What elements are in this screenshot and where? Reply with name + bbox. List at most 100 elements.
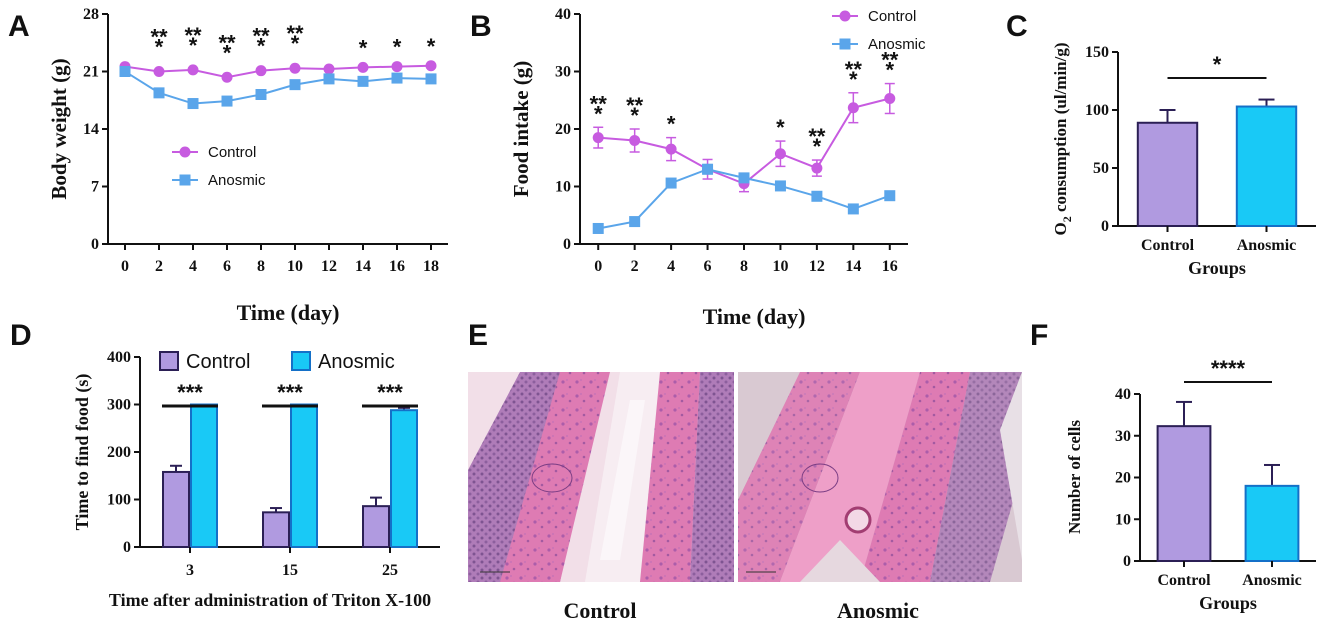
chart-a-control-point (425, 60, 437, 72)
panel-label-f: F (1030, 319, 1048, 352)
chart-b-x-tick-label: 6 (704, 258, 712, 275)
chart-c-y-tick-label: 150 (1085, 44, 1109, 61)
chart-b-x-tick-label: 10 (772, 258, 788, 275)
chart-b-anosmic-point (847, 203, 859, 215)
chart-a-y-tick-label: 28 (83, 6, 99, 23)
chart-f-x-axis-label: Groups (1199, 593, 1257, 613)
chart-b-significance-label: * (667, 112, 676, 137)
chart-b-x-tick-label: 2 (631, 258, 639, 275)
chart-a-significance-label: ** (184, 23, 202, 48)
chart-a-x-axis-label: Time (day) (237, 300, 340, 325)
chart-b-legend-label: Anosmic (868, 36, 926, 53)
chart-d-bar-control-3 (162, 470, 190, 549)
chart-f-y-axis-label: Number of cells (1065, 420, 1084, 534)
chart-f-x-tick-label: Control (1157, 572, 1211, 589)
chart-a-anosmic-point (357, 75, 369, 87)
chart-a-significance-label: * (189, 33, 198, 58)
chart-a-anosmic-point (289, 79, 301, 91)
chart-a-significance-label: * (257, 34, 266, 59)
chart-b-food-intake: 0 10 20 30 40 0 2 4 6 8 10 12 14 16 Time (day) Food int… (509, 6, 926, 329)
chart-f-number-of-cells: 0 10 20 30 40 Control Anosmic Groups **** Number … (1065, 356, 1316, 613)
chart-a-significance-label: * (427, 34, 436, 59)
chart-f-y-tick-label: 20 (1115, 470, 1131, 487)
panel-label-e: E (468, 319, 488, 352)
chart-b-x-tick-label: 14 (845, 258, 861, 275)
chart-b-control-point (592, 132, 604, 144)
chart-d-x-tick-label: 3 (186, 562, 194, 579)
chart-d-y-tick-label: 0 (123, 539, 131, 556)
chart-b-significance-label: ** (881, 48, 899, 73)
chart-d-legend-label: Anosmic (318, 351, 395, 373)
chart-a-legend-label: Anosmic (208, 172, 266, 189)
chart-b-anosmic-point (665, 177, 677, 189)
chart-d-significance-label: *** (177, 380, 203, 405)
chart-a-x-tick-label: 16 (389, 258, 405, 275)
chart-a-control-point (391, 61, 403, 73)
chart-a-control-point (289, 62, 301, 74)
chart-b-anosmic-point (629, 216, 641, 228)
chart-c-x-tick-label: Anosmic (1237, 237, 1297, 254)
chart-a-x-tick-label: 0 (121, 258, 129, 275)
chart-f-y-tick-label: 40 (1115, 386, 1131, 403)
chart-a-y-tick-label: 14 (83, 121, 99, 138)
panel-label-d: D (10, 319, 32, 352)
chart-b-x-tick-label: 8 (740, 258, 748, 275)
chart-d-time-to-find-food: 0 100 200 300 400 3 *** 15 *** 25 *** Time after ad… (72, 349, 440, 610)
chart-b-legend-point (839, 38, 851, 50)
chart-b-y-tick-label: 10 (555, 179, 571, 196)
chart-c-y-tick-label: 0 (1101, 218, 1109, 235)
chart-b-control-point (665, 143, 677, 155)
chart-c-bar-anosmic (1235, 105, 1298, 227)
chart-b-legend-point (839, 10, 851, 22)
chart-f-x-tick-label: Anosmic (1242, 572, 1302, 589)
chart-b-legend-label: Control (868, 8, 916, 25)
chart-b-significance-label: ** (590, 91, 608, 116)
chart-b-control-point (629, 135, 641, 146)
chart-b-significance-label: ** (626, 93, 644, 118)
chart-b-anosmic-point (702, 163, 714, 175)
chart-a-significance-label: * (359, 35, 368, 60)
chart-a-series-line-control (124, 64, 432, 79)
chart-b-control-point (774, 148, 786, 160)
chart-d-bar-control-15 (262, 511, 290, 549)
chart-a-series-line-anosmic (124, 70, 432, 105)
chart-d-bar-control-25 (362, 505, 390, 548)
chart-a-legend-point (179, 146, 191, 158)
chart-a-significance-label: ** (218, 30, 236, 55)
chart-a-significance-label: ** (252, 24, 270, 49)
histology-image-control (468, 372, 734, 582)
chart-d-legend-label: Control (186, 351, 250, 373)
chart-a-control-point (357, 61, 369, 73)
chart-d-significance-label: *** (377, 380, 403, 405)
chart-a-control-point (323, 63, 335, 75)
chart-f-y-tick-label: 10 (1115, 511, 1131, 528)
chart-a-y-tick-label: 7 (91, 179, 99, 196)
chart-a-y-axis-label: Body weight (g) (47, 58, 71, 199)
chart-d-y-tick-label: 400 (107, 349, 131, 366)
chart-f-significance-label: **** (1211, 356, 1246, 381)
chart-d-bar-anosmic-15 (290, 403, 318, 548)
histology-image-anosmic (738, 372, 1022, 582)
chart-a-anosmic-point (221, 95, 233, 107)
chart-b-significance-label: * (594, 101, 603, 126)
chart-a-significance-label: * (155, 35, 164, 60)
chart-b-x-axis-label: Time (day) (703, 304, 806, 329)
chart-b-significance-label: * (776, 115, 785, 140)
chart-d-y-axis-label: Time to find food (s) (72, 374, 93, 531)
chart-d-legend-swatch-anosmic (291, 351, 311, 371)
panel-label-c: C (1006, 10, 1028, 43)
chart-b-significance-label: * (813, 134, 822, 159)
chart-b-y-tick-label: 20 (555, 121, 571, 138)
histology-caption-control: Control (564, 598, 637, 623)
chart-b-y-tick-label: 0 (563, 236, 571, 253)
chart-b-y-tick-label: 30 (555, 64, 571, 81)
chart-d-x-axis-label: Time after administration of Triton X-10… (109, 590, 431, 610)
panel-label-b: B (470, 10, 492, 43)
chart-d-y-tick-label: 300 (107, 397, 131, 414)
chart-c-x-tick-label: Control (1141, 237, 1195, 254)
chart-a-y-tick-label: 0 (91, 236, 99, 253)
chart-d-bar-anosmic-3 (190, 403, 218, 548)
chart-b-anosmic-point (811, 190, 823, 202)
chart-b-x-tick-label: 4 (667, 258, 675, 275)
